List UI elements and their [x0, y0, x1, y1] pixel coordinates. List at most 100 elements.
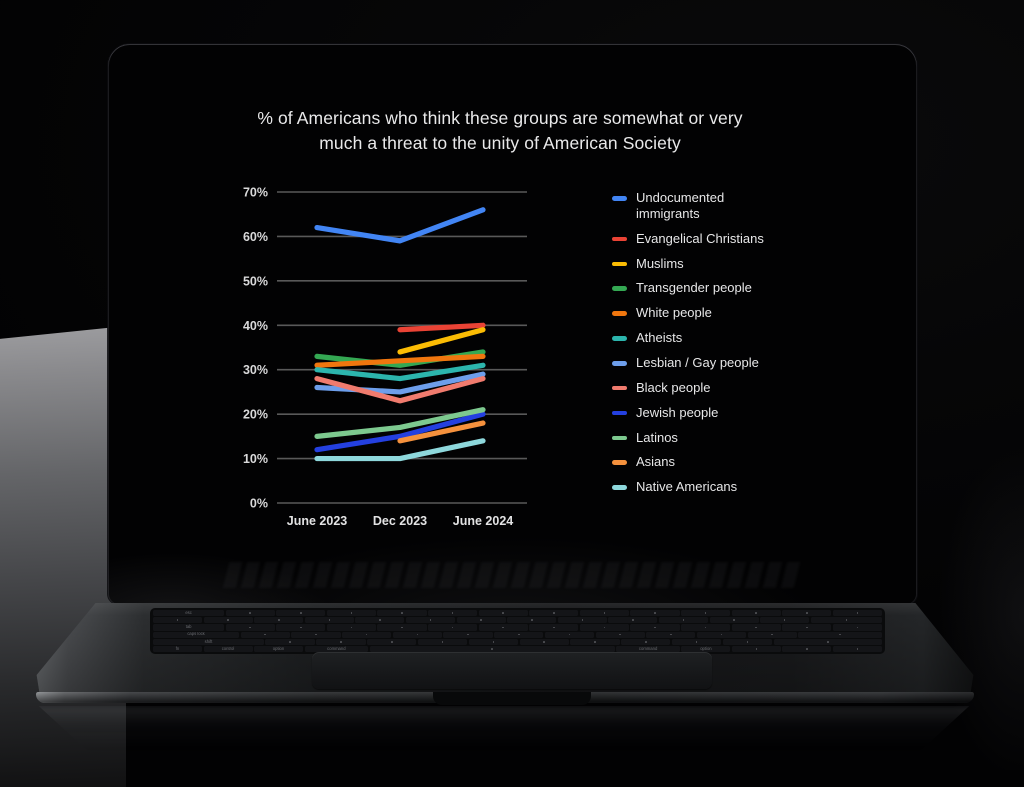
- legend-label: Undocumented immigrants: [636, 190, 725, 221]
- x-axis-tick-label: June 2023: [287, 514, 348, 528]
- legend-marker: [612, 286, 627, 291]
- chart-title-line-2: much a threat to the unity of American S…: [319, 133, 681, 154]
- y-axis-tick-label: 50%: [243, 274, 268, 288]
- keyboard-row: caps lock: [153, 631, 882, 638]
- key: [731, 645, 781, 653]
- key: [557, 617, 607, 624]
- legend-label: Muslims: [636, 255, 684, 271]
- legend-marker: [612, 485, 627, 490]
- key: [731, 624, 781, 631]
- key: [326, 610, 376, 617]
- legend-label: Native Americans: [636, 479, 738, 495]
- legend-item-muslims: Muslims: [612, 256, 780, 272]
- legend-item-latinos: Latinos: [612, 430, 780, 446]
- keyboard-row: shift: [153, 638, 883, 645]
- legend-marker: [612, 196, 627, 201]
- series-line-lesbian-gay-people: [314, 371, 486, 395]
- series-line-white-people: [314, 353, 486, 368]
- legend-label: White people: [636, 305, 712, 321]
- key: [326, 624, 376, 631]
- y-axis-tick-label: 10%: [243, 452, 268, 466]
- key: [203, 617, 253, 624]
- legend-label: Asians: [636, 454, 676, 470]
- legend-marker: [612, 236, 627, 242]
- y-axis-tick-label: 0%: [250, 497, 268, 511]
- key-tab: tab: [153, 624, 225, 631]
- series-line-latinos: [314, 407, 486, 439]
- key: [507, 617, 557, 624]
- key-shift: shift: [153, 638, 264, 645]
- key: [254, 617, 304, 624]
- key-command: command: [304, 645, 369, 653]
- key: [405, 617, 456, 624]
- key: [265, 638, 315, 645]
- key: [810, 617, 882, 624]
- key: [428, 624, 478, 631]
- key: [494, 631, 544, 638]
- key: [722, 638, 773, 645]
- key: [456, 617, 506, 624]
- key: [832, 645, 882, 653]
- series-line-evangelical-christians: [397, 322, 486, 333]
- key: [478, 624, 528, 631]
- key: [646, 631, 696, 638]
- legend-item-undocumented-immigrants: Undocumented immigrants: [612, 190, 780, 222]
- legend-item-atheists: Atheists: [612, 330, 780, 346]
- legend-label: Atheists: [636, 330, 683, 346]
- legend-label: Latinos: [636, 429, 678, 445]
- key-fn: fn: [153, 645, 202, 653]
- legend-marker: [612, 311, 627, 316]
- key: [355, 617, 405, 624]
- series-line-asians: [397, 420, 486, 444]
- key: [608, 617, 658, 624]
- key-command: command: [616, 645, 680, 653]
- x-axis-tick-label: June 2024: [453, 514, 514, 528]
- legend-label: Transgender people: [636, 280, 752, 296]
- legend-item-native-americans: Native Americans: [612, 479, 780, 495]
- series-line-native-americans: [314, 438, 486, 462]
- key: [579, 624, 629, 631]
- key: [428, 610, 478, 617]
- key: [225, 610, 275, 617]
- key: [782, 645, 832, 653]
- key: [747, 631, 797, 638]
- key: [276, 624, 326, 631]
- key: [240, 631, 290, 638]
- key: [595, 631, 645, 638]
- chart-title-line-1: % of Americans who think these groups ar…: [257, 108, 743, 128]
- legend-item-white-people: White people: [612, 305, 780, 321]
- key: [544, 631, 595, 638]
- key: [291, 631, 341, 638]
- legend-marker: [612, 361, 627, 366]
- key: [478, 610, 528, 617]
- keyboard: esc tab caps lock shift fn control option comma…: [150, 608, 885, 654]
- chart-legend: Undocumented immigrants Evangelical Chris…: [612, 190, 780, 504]
- key-control: control: [203, 645, 253, 653]
- key: [529, 610, 579, 617]
- key: [798, 631, 882, 638]
- line-chart: 0% 10% 20% 30% 40% 50% 60% 70% June 2023 Dec 2023…: [243, 186, 527, 528]
- key: [621, 638, 671, 645]
- key-caps-lock: caps lock: [153, 631, 240, 638]
- key: [681, 610, 731, 617]
- key: [832, 610, 882, 617]
- keyboard-reflection: [222, 562, 805, 588]
- key: [570, 638, 620, 645]
- table-surface: [0, 326, 126, 787]
- key: [760, 617, 810, 624]
- series-line-jewish-people: [314, 411, 486, 453]
- x-axis-tick-label: Dec 2023: [373, 514, 427, 528]
- key: [377, 610, 427, 617]
- legend-label: Jewish people: [636, 404, 719, 420]
- legend-marker: [612, 410, 627, 416]
- key: [658, 617, 709, 624]
- legend-marker: [612, 261, 627, 267]
- key: [316, 638, 366, 645]
- legend-marker: [612, 460, 627, 465]
- keyboard-row: tab: [153, 624, 882, 631]
- key-option: option: [681, 645, 731, 653]
- key: [731, 610, 781, 617]
- laptop-base: esc tab caps lock shift fn control option comma…: [36, 603, 974, 693]
- key: [671, 638, 722, 645]
